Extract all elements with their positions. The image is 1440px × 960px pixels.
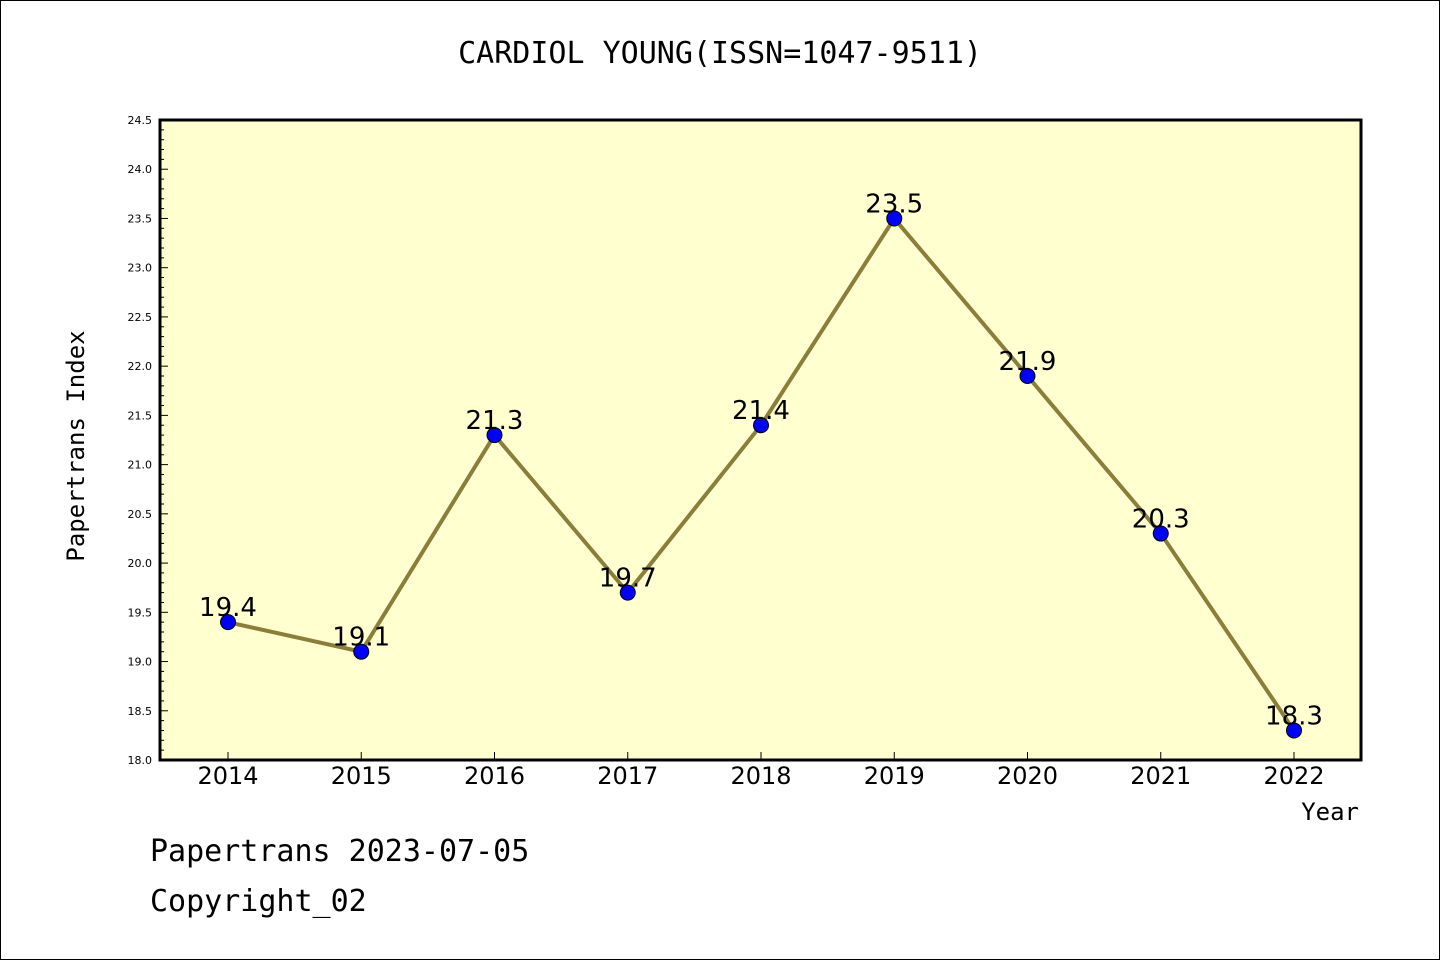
chart-title: CARDIOL YOUNG(ISSN=1047-9511) <box>458 36 982 71</box>
x-tick-label: 2016 <box>464 762 525 790</box>
data-label: 19.1 <box>332 623 390 653</box>
x-tick-label: 2021 <box>1130 762 1191 790</box>
data-point <box>1152 525 1169 542</box>
data-point <box>619 584 636 601</box>
x-tick-label: 2020 <box>997 762 1058 790</box>
data-label: 18.3 <box>1265 701 1323 731</box>
y-tick-label: 22.5 <box>128 311 153 324</box>
series-markers <box>220 210 1302 739</box>
y-tick-label: 18.5 <box>128 705 153 718</box>
y-axis-title: Papertrans Index <box>62 330 90 561</box>
data-point <box>1286 722 1302 739</box>
y-tick-label: 20.5 <box>128 508 153 521</box>
footer-date: Papertrans 2023-07-05 <box>150 834 530 869</box>
data-point <box>353 643 370 660</box>
data-label: 19.4 <box>199 593 257 623</box>
data-point <box>753 417 769 434</box>
x-tick-label: 2018 <box>730 762 791 790</box>
x-tick-label: 2017 <box>597 762 658 790</box>
x-tick-label: 2014 <box>197 762 258 790</box>
plot-border <box>158 118 1363 762</box>
x-tick-label: 2022 <box>1263 762 1324 790</box>
y-tick-label: 21.0 <box>128 459 153 472</box>
data-label: 19.7 <box>599 564 657 594</box>
x-tick-label: 2019 <box>864 762 925 790</box>
y-tick-label: 22.0 <box>128 360 153 373</box>
y-tick-label: 19.5 <box>128 606 153 619</box>
plot-area <box>160 120 1361 760</box>
x-axis-tick-labels: 2014 2015 2016 2017 2018 2019 2020 2021 2022 <box>197 762 1324 790</box>
y-tick-label: 21.5 <box>128 409 153 422</box>
data-point <box>886 210 903 227</box>
footer-copyright: Copyright_02 <box>150 884 367 919</box>
y-tick-label: 23.0 <box>128 262 153 275</box>
data-point <box>220 614 236 631</box>
data-label: 23.5 <box>865 189 923 219</box>
data-labels: 19.4 19.1 21.3 19.7 21.4 23.5 21.9 20.3 18.3 <box>199 189 1323 731</box>
y-tick-label: 24.5 <box>128 114 153 127</box>
data-label: 21.9 <box>999 347 1057 377</box>
y-tick-label: 18.0 <box>128 754 153 767</box>
y-tick-label: 24.0 <box>128 163 153 176</box>
x-tick-label: 2015 <box>331 762 392 790</box>
y-tick-label: 23.5 <box>128 212 153 225</box>
y-tick-label: 19.0 <box>128 656 153 669</box>
x-axis-title: Year <box>1301 798 1359 826</box>
y-axis-tick-labels: 18.0 18.5 19.0 19.5 20.0 20.5 21.0 21.5 22.0 22.5… <box>128 114 153 767</box>
data-point <box>1019 368 1036 384</box>
data-point <box>486 427 503 444</box>
data-label: 21.3 <box>466 406 524 436</box>
data-label: 21.4 <box>732 396 790 426</box>
data-label: 20.3 <box>1132 505 1190 535</box>
y-tick-label: 20.0 <box>128 557 153 570</box>
